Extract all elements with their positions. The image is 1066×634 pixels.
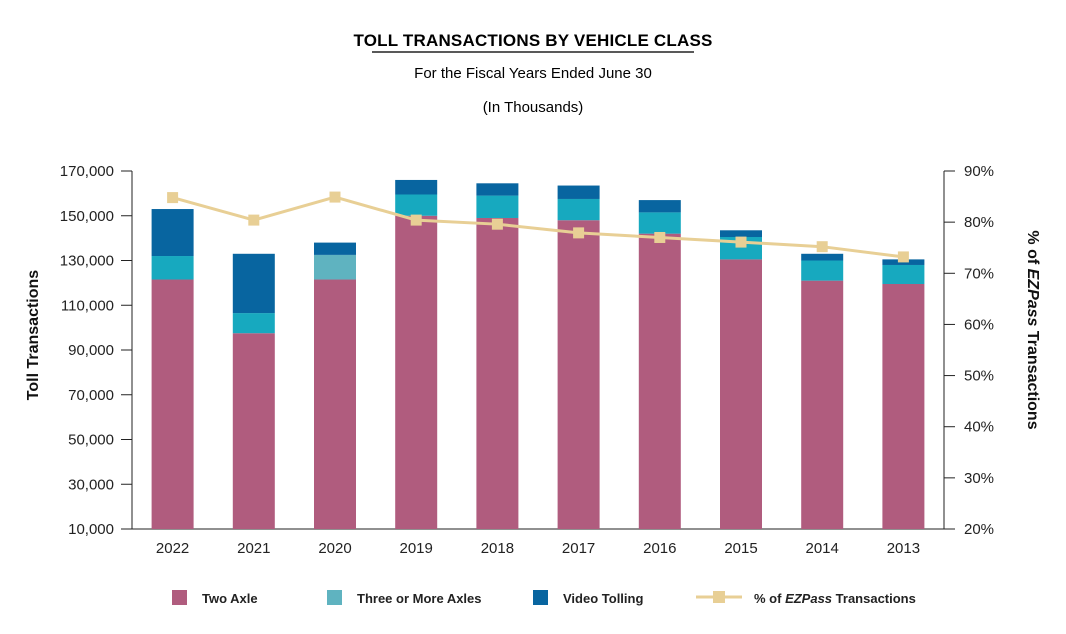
bar-segment-three-or-more-axles <box>395 194 438 216</box>
ezpass-point <box>573 227 585 239</box>
bar-segment-three-or-more-axles <box>151 256 194 280</box>
legend-label-ezpass-suffix: Transactions <box>832 591 916 606</box>
y-tick-label: 70,000 <box>68 387 114 404</box>
bar-segment-video-tolling <box>395 179 438 195</box>
y2-axis-title-suffix: Transactions <box>1024 326 1041 429</box>
bar-segment-three-or-more-axles <box>882 264 925 284</box>
y-tick-label: 130,000 <box>60 253 114 270</box>
legend-swatch <box>172 590 187 605</box>
y2-axis-title: % of EZPass Transactions <box>1024 230 1041 429</box>
y-tick-label: 150,000 <box>60 208 114 225</box>
bar-segment-two-axle <box>801 280 844 529</box>
bar-segment-three-or-more-axles <box>476 195 519 218</box>
legend-label: Video Tolling <box>563 591 643 606</box>
x-tick-label: 2021 <box>237 540 270 557</box>
ezpass-point <box>816 241 828 253</box>
ezpass-point <box>410 214 422 226</box>
bar-segment-three-or-more-axles <box>314 254 356 280</box>
bar-segment-three-or-more-axles <box>638 212 681 234</box>
ezpass-line <box>172 195 904 259</box>
legend-swatch <box>327 590 342 605</box>
bar-segment-two-axle <box>557 220 600 529</box>
ezpass-point <box>248 214 260 226</box>
ezpass-point <box>735 236 747 248</box>
y2-tick-label: 60% <box>964 316 994 333</box>
bar-segment-video-tolling <box>557 185 600 199</box>
bar-segment-three-or-more-axles <box>232 313 275 334</box>
y-tick-label: 170,000 <box>60 163 114 180</box>
y2-tick-label: 20% <box>964 521 994 538</box>
legend-label: Two Axle <box>202 591 258 606</box>
y2-tick-label: 70% <box>964 265 994 282</box>
bar-segment-two-axle <box>395 215 438 529</box>
bars-group <box>151 179 925 530</box>
bar-segment-video-tolling <box>638 200 681 213</box>
axes-group: 10,000 30,000 50,000 70,000 90,000 110,000 130… <box>60 163 994 557</box>
legend-label-ezpass: % of EZPass Transactions <box>754 591 916 606</box>
bar-segment-two-axle <box>638 233 681 529</box>
bar-segment-video-tolling <box>151 209 194 257</box>
ezpass-point <box>654 231 666 243</box>
y-tick-label: 50,000 <box>68 432 114 449</box>
x-tick-label: 2018 <box>481 540 514 557</box>
x-tick-label: 2022 <box>156 540 189 557</box>
bar-segment-two-axle <box>720 259 762 529</box>
legend-line-marker <box>713 591 725 603</box>
y2-tick-label: 30% <box>964 470 994 487</box>
x-tick-label: 2019 <box>400 540 433 557</box>
y2-tick-label: 40% <box>964 419 994 436</box>
chart-subtitle-units: (In Thousands) <box>483 99 584 116</box>
bar-segment-video-tolling <box>720 230 762 238</box>
x-tick-label: 2017 <box>562 540 595 557</box>
legend-label-ezpass-emph: EZPass <box>785 591 832 606</box>
x-tick-label: 2016 <box>643 540 676 557</box>
chart-title: TOLL TRANSACTIONS BY VEHICLE CLASS <box>353 31 712 50</box>
bar-segment-video-tolling <box>801 253 844 261</box>
bar-segment-two-axle <box>151 279 194 529</box>
bar-segment-two-axle <box>232 333 275 529</box>
y-tick-label: 90,000 <box>68 342 114 359</box>
chart-title-group: TOLL TRANSACTIONS BY VEHICLE CLASS For t… <box>353 31 712 116</box>
legend-swatch <box>533 590 548 605</box>
ezpass-point <box>897 251 909 263</box>
axis-labels-group: Toll Transactions % of EZPass Transactio… <box>25 230 1041 429</box>
bar-segment-two-axle <box>314 279 356 529</box>
ezpass-point <box>491 218 503 230</box>
bar-segment-three-or-more-axles <box>557 198 600 221</box>
x-tick-label: 2013 <box>887 540 920 557</box>
line-group <box>167 191 909 263</box>
ezpass-point <box>167 192 179 204</box>
y2-axis-title-emph: EZPass <box>1024 269 1041 327</box>
bar-segment-two-axle <box>476 217 519 530</box>
bar-segment-video-tolling <box>232 253 275 314</box>
bar-segment-two-axle <box>882 283 925 529</box>
bar-segment-video-tolling <box>314 242 356 255</box>
y2-tick-label: 90% <box>964 163 994 180</box>
legend-label: Three or More Axles <box>357 591 482 606</box>
legend-group: Two Axle Three or More Axles Video Tolling… <box>172 590 916 606</box>
ezpass-point <box>329 191 341 203</box>
x-tick-label: 2014 <box>806 540 839 557</box>
legend-label-ezpass-prefix: % of <box>754 591 785 606</box>
chart-subtitle: For the Fiscal Years Ended June 30 <box>414 65 652 82</box>
bar-segment-video-tolling <box>476 183 519 196</box>
bar-segment-three-or-more-axles <box>801 260 844 281</box>
y2-tick-label: 80% <box>964 214 994 231</box>
y-tick-label: 110,000 <box>61 297 114 314</box>
y-tick-label: 10,000 <box>68 521 114 538</box>
y2-axis-title-prefix: % of <box>1024 230 1041 268</box>
x-tick-label: 2015 <box>724 540 757 557</box>
y2-tick-label: 50% <box>964 368 994 385</box>
y-tick-label: 30,000 <box>68 476 114 493</box>
y-axis-title: Toll Transactions <box>25 270 42 401</box>
x-tick-label: 2020 <box>318 540 351 557</box>
